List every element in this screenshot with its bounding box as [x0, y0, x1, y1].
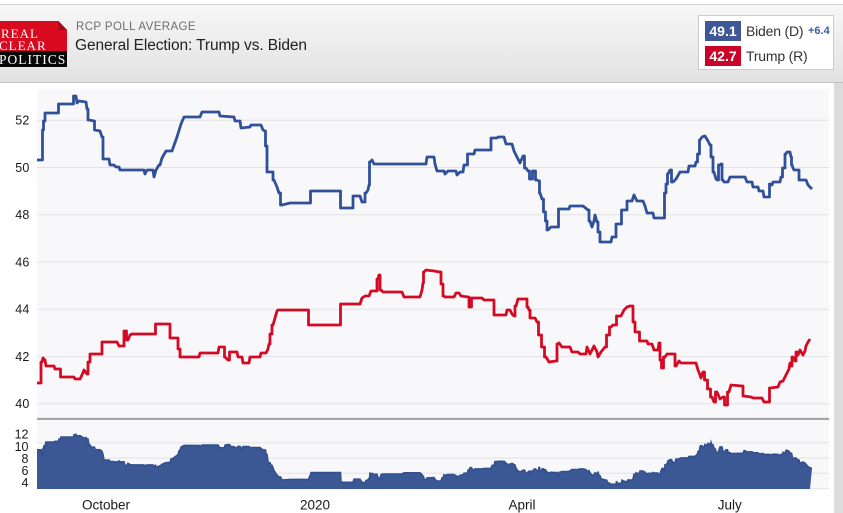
svg-text:40: 40 [15, 397, 29, 411]
svg-text:October: October [82, 498, 131, 513]
svg-text:52: 52 [15, 114, 29, 128]
svg-text:48: 48 [15, 208, 29, 222]
svg-text:6: 6 [22, 464, 29, 478]
svg-text:April: April [508, 498, 535, 513]
svg-text:8: 8 [22, 452, 29, 466]
svg-text:July: July [718, 498, 742, 513]
svg-text:12: 12 [15, 428, 29, 442]
svg-text:44: 44 [15, 303, 29, 317]
svg-text:50: 50 [15, 161, 29, 175]
svg-text:46: 46 [15, 255, 29, 269]
svg-text:4: 4 [22, 476, 29, 490]
svg-text:10: 10 [15, 440, 29, 454]
svg-text:2020: 2020 [300, 498, 330, 513]
svg-text:42: 42 [15, 350, 29, 364]
